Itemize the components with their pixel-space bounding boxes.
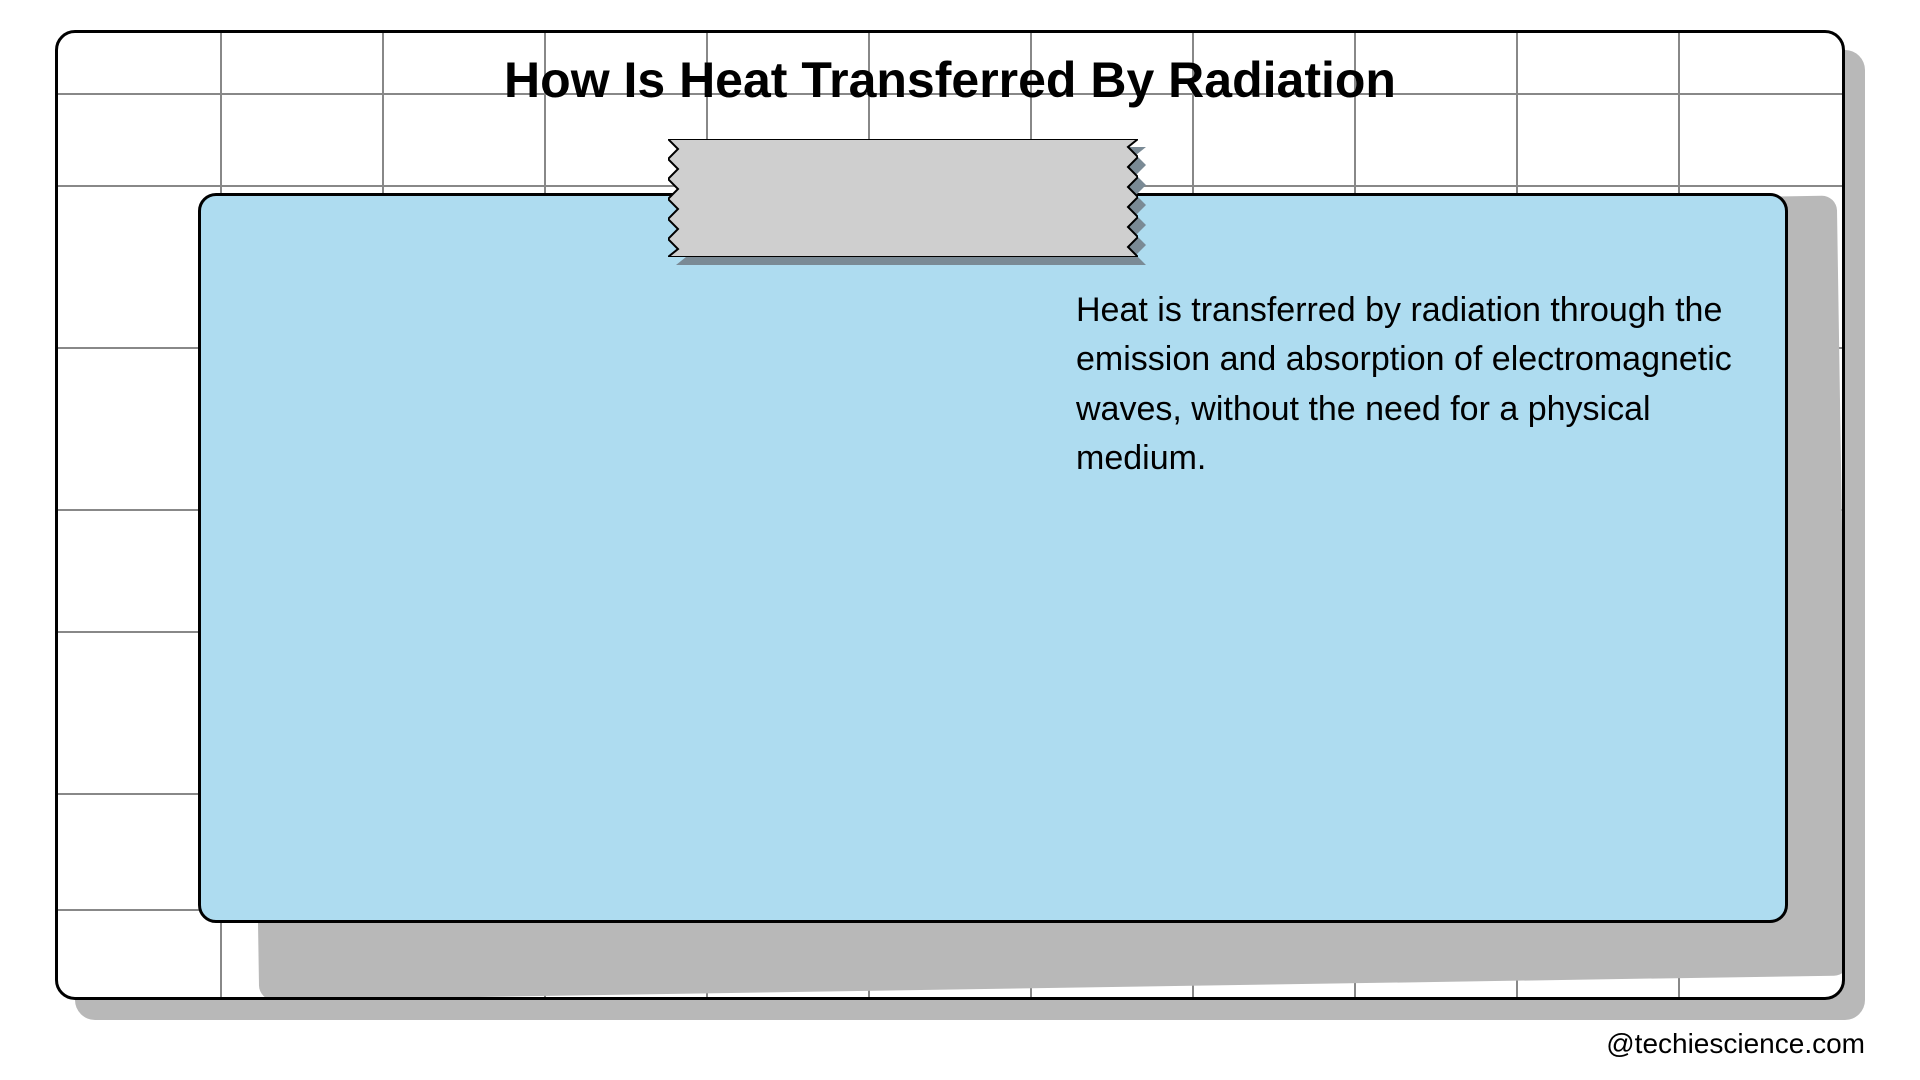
info-card: Heat is transferred by radiation through… [198,193,1788,923]
attribution-text: @techiescience.com [1606,1028,1865,1060]
tape-icon [668,139,1138,257]
outer-frame: How Is Heat Transferred By Radiation Hea… [55,30,1845,1000]
page-title: How Is Heat Transferred By Radiation [58,51,1842,109]
tape-decoration [668,139,1138,257]
card-body-text: Heat is transferred by radiation through… [1076,286,1756,483]
